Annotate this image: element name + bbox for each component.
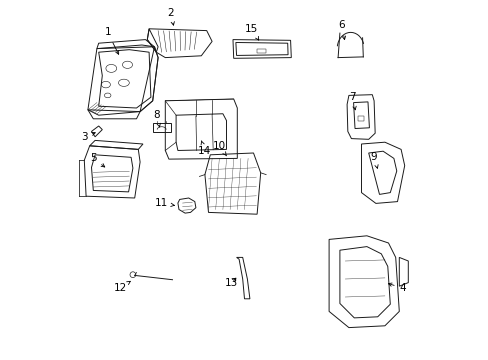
Text: 7: 7 <box>348 92 355 110</box>
Text: 11: 11 <box>155 198 174 208</box>
Text: 4: 4 <box>387 283 406 293</box>
Text: 5: 5 <box>90 153 104 167</box>
Text: 8: 8 <box>153 110 160 127</box>
Bar <box>257 49 265 53</box>
Text: 15: 15 <box>244 24 258 40</box>
Text: 6: 6 <box>338 20 345 40</box>
Text: 3: 3 <box>81 132 95 142</box>
Text: 12: 12 <box>113 281 130 293</box>
Bar <box>357 116 364 121</box>
Text: 2: 2 <box>167 8 174 25</box>
Text: 1: 1 <box>104 27 119 54</box>
Text: 10: 10 <box>212 141 226 156</box>
Text: 14: 14 <box>198 141 211 156</box>
Text: 13: 13 <box>225 278 238 288</box>
Text: 9: 9 <box>370 152 377 168</box>
